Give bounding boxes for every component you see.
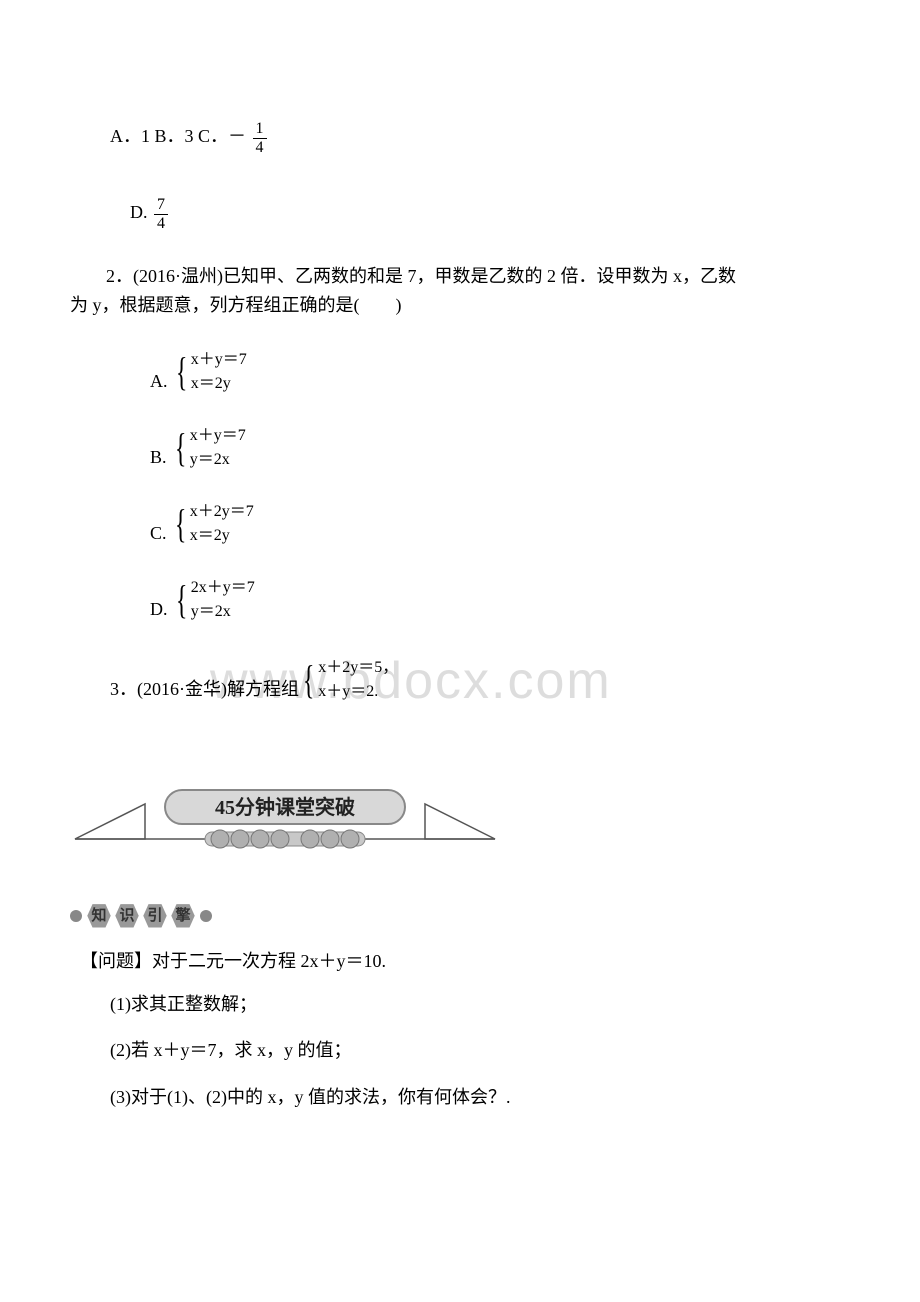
equations: x＋2y＝7 x＝2y bbox=[190, 500, 254, 548]
eq-line: x＋y＝7 bbox=[191, 348, 247, 372]
opt-d-label: D. bbox=[130, 202, 148, 222]
equations: 2x＋y＝7 y＝2x bbox=[191, 576, 255, 624]
opt-letter: B. bbox=[150, 443, 167, 472]
q1-option-d: D. 7 4 bbox=[130, 196, 850, 232]
eq-line: x＝2y bbox=[191, 372, 247, 396]
brace-icon: { bbox=[175, 352, 187, 392]
q2-option-c: C. { x＋2y＝7 x＝2y bbox=[150, 500, 850, 548]
section-knowledge-engine: 知 识 引 擎 bbox=[70, 903, 850, 929]
equations: x＋y＝7 y＝2x bbox=[190, 424, 246, 472]
problem-part1: (1)求其正整数解； bbox=[110, 990, 850, 1019]
q2-stem-line2: 为 y，根据题意，列方程组正确的是( ) bbox=[70, 291, 850, 320]
banner-svg: 45分钟课堂突破 bbox=[70, 784, 500, 874]
equation-system: { 2x＋y＝7 y＝2x bbox=[172, 576, 255, 624]
frac-den: 4 bbox=[154, 215, 168, 233]
opt-letter: C. bbox=[150, 519, 167, 548]
frac-num: 1 bbox=[253, 120, 267, 139]
eq-line: x＋y＝7 bbox=[190, 424, 246, 448]
q3-prefix: 3．(2016·金华)解方程组 bbox=[110, 675, 299, 704]
equation-system: { x＋y＝7 y＝2x bbox=[171, 424, 246, 472]
brace-icon: { bbox=[303, 660, 315, 700]
eq-line: x＋2y＝7 bbox=[190, 500, 254, 524]
q2-option-d: D. { 2x＋y＝7 y＝2x bbox=[150, 576, 850, 624]
dot-icon bbox=[200, 910, 212, 922]
equations: x＋2y＝5， x＋y＝2. bbox=[318, 656, 398, 704]
fraction-1-4: 1 4 bbox=[253, 120, 267, 156]
brace-icon: { bbox=[175, 580, 187, 620]
equations: x＋y＝7 x＝2y bbox=[191, 348, 247, 396]
page-content: A．1 B．3 C．－ 1 4 D. 7 4 2．(2016·温州)已知甲、乙两… bbox=[70, 120, 850, 1112]
banner-45min: 45分钟课堂突破 bbox=[70, 784, 850, 883]
problem-part3: (3)对于(1)、(2)中的 x，y 值的求法，你有何体会？. bbox=[110, 1083, 850, 1112]
hex-char: 擎 bbox=[170, 903, 196, 929]
hex-char: 引 bbox=[142, 903, 168, 929]
hex-char: 识 bbox=[114, 903, 140, 929]
q1-options-abc: A．1 B．3 C．－ 1 4 bbox=[110, 120, 850, 156]
q2-option-a: A. { x＋y＝7 x＝2y bbox=[150, 348, 850, 396]
frac-den: 4 bbox=[253, 139, 267, 157]
equation-system: { x＋2y＝5， x＋y＝2. bbox=[299, 656, 398, 704]
frac-num: 7 bbox=[154, 196, 168, 215]
hex-char: 知 bbox=[86, 903, 112, 929]
opt-letter: D. bbox=[150, 595, 168, 624]
eq-line: x＋2y＝5， bbox=[318, 656, 398, 680]
eq-line: x＝2y bbox=[190, 524, 254, 548]
hex-label: 知 识 引 擎 bbox=[86, 903, 196, 929]
equation-system: { x＋y＝7 x＝2y bbox=[172, 348, 247, 396]
banner-title: 45分钟课堂突破 bbox=[215, 795, 355, 819]
brace-icon: { bbox=[174, 504, 186, 544]
opt-letter: A. bbox=[150, 367, 168, 396]
q2-stem-line1: 2．(2016·温州)已知甲、乙两数的和是 7，甲数是乙数的 2 倍．设甲数为 … bbox=[70, 262, 850, 291]
eq-line: x＋y＝2. bbox=[318, 680, 398, 704]
fraction-7-4: 7 4 bbox=[154, 196, 168, 232]
problem-intro: 【问题】对于二元一次方程 2x＋y＝10. bbox=[80, 947, 850, 976]
eq-line: y＝2x bbox=[190, 448, 246, 472]
eq-line: 2x＋y＝7 bbox=[191, 576, 255, 600]
equation-system: { x＋2y＝7 x＝2y bbox=[171, 500, 254, 548]
q1-abc-text: A．1 B．3 C．－ bbox=[110, 126, 246, 146]
dot-icon bbox=[70, 910, 82, 922]
q2-option-b: B. { x＋y＝7 y＝2x bbox=[150, 424, 850, 472]
q3-stem: 3．(2016·金华)解方程组 { x＋2y＝5， x＋y＝2. bbox=[110, 656, 850, 704]
eq-line: y＝2x bbox=[191, 600, 255, 624]
problem-part2: (2)若 x＋y＝7，求 x，y 的值； bbox=[110, 1036, 850, 1065]
brace-icon: { bbox=[174, 428, 186, 468]
